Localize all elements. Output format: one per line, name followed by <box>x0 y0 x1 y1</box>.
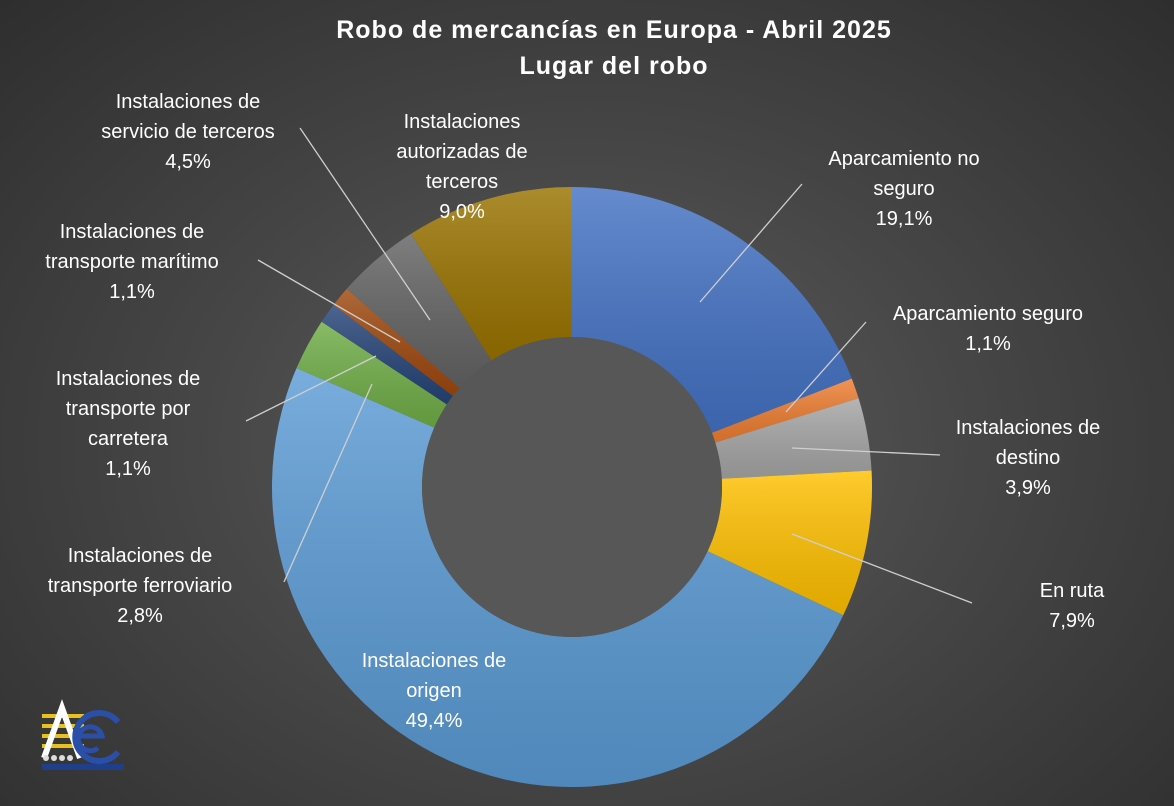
data-label-3: Instalaciones de destino 3,9% <box>956 417 1101 499</box>
data-label-6: Instalaciones de transporte ferroviario 2,… <box>48 545 233 627</box>
leader-line-8 <box>257 259 401 343</box>
slice-shade-7 <box>321 304 453 405</box>
data-label-9: Instalaciones de servicio de terceros 4,5% <box>101 91 274 173</box>
data-label-10: Instalaciones autorizadas de terceros 9,0% <box>396 111 527 223</box>
slice-shade-6 <box>296 321 447 428</box>
leader-line-3 <box>791 447 941 456</box>
slice-shade-9 <box>346 233 492 388</box>
doughnut-hole <box>422 337 722 637</box>
chart-title: Robo de mercancías en Europa - Abril 202… <box>336 16 892 44</box>
leader-line-7 <box>245 355 377 422</box>
leader-line-2 <box>785 321 867 413</box>
data-label-1: Aparcamiento no seguro 19,1% <box>828 148 979 230</box>
leader-line-1 <box>699 183 803 303</box>
slice-shade-5 <box>271 368 844 788</box>
slice-shade-3 <box>715 398 872 479</box>
data-label-2: Aparcamiento seguro 1,1% <box>893 303 1083 355</box>
data-label-4: En ruta 7,9% <box>1040 580 1105 632</box>
slice-shade-1 <box>572 187 852 433</box>
data-label-7: Instalaciones de transporte por carretera 1… <box>56 368 201 480</box>
leader-lines <box>245 127 973 604</box>
data-label-8: Instalaciones de transporte marítimo 1,1% <box>45 221 218 303</box>
slice-shade-4 <box>707 470 872 616</box>
leader-line-9 <box>299 127 431 321</box>
leader-line-4 <box>791 533 973 604</box>
aec-logo <box>41 699 124 770</box>
data-label-5: Instalaciones de origen 49,4% <box>362 650 507 732</box>
slices-group <box>271 187 872 788</box>
data-labels: Aparcamiento no seguro 19,1% Aparcamiento s… <box>45 91 1105 732</box>
slice-shade-2 <box>711 378 859 443</box>
slice-shade-10 <box>411 187 572 361</box>
slice-shade-8 <box>333 288 460 396</box>
chart-subtitle: Lugar del robo <box>520 52 709 80</box>
leader-line-6 <box>283 383 373 583</box>
